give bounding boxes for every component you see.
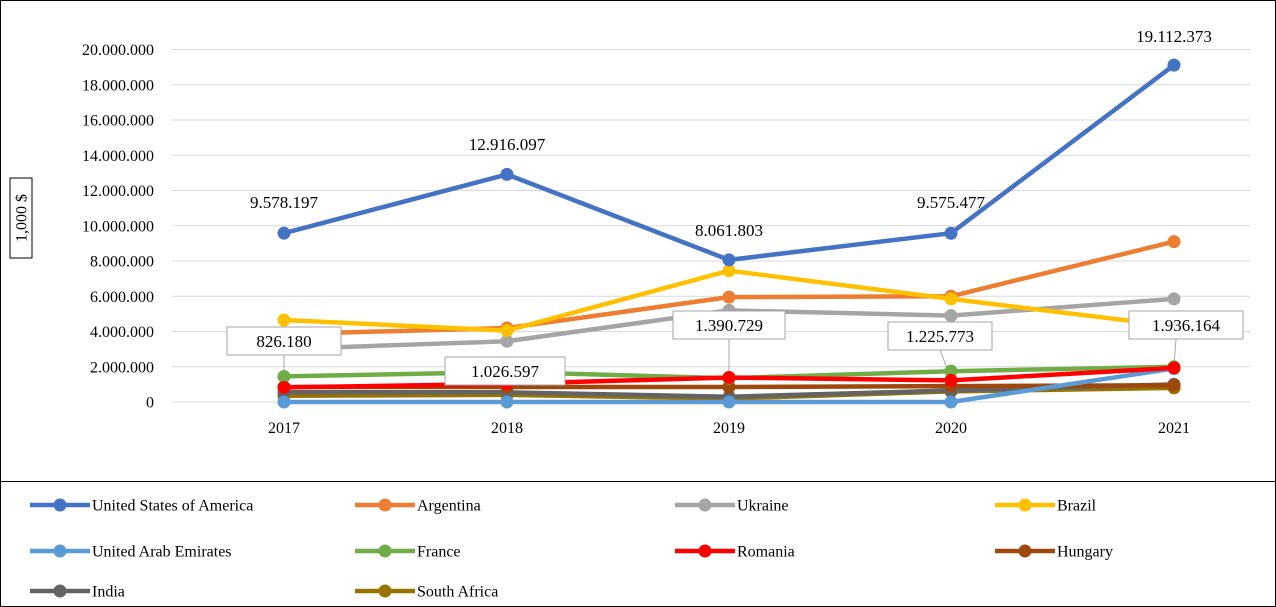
y-tick-label: 2.000.000 [90, 359, 154, 376]
y-tick-label: 6.000.000 [90, 289, 154, 306]
data-label: 1.390.729 [695, 316, 763, 335]
data-point [944, 364, 958, 378]
data-label-box [672, 310, 786, 340]
x-tick-label: 2017 [268, 420, 300, 437]
data-point [944, 309, 958, 323]
data-point [944, 226, 958, 240]
x-tick-label: 2019 [713, 420, 745, 437]
y-tick-label: 16.000.000 [82, 113, 154, 130]
data-label: 8.061.803 [695, 221, 763, 240]
legend-swatch-marker [1018, 498, 1032, 512]
y-tick-label: 14.000.000 [82, 148, 154, 165]
data-point [277, 369, 291, 383]
legend-item: Brazil [995, 498, 1097, 515]
data-point [277, 395, 291, 409]
legend-label: Romania [737, 544, 795, 561]
data-label: 9.578.197 [250, 193, 319, 212]
y-tick-label: 12.000.000 [82, 183, 154, 200]
data-point [944, 292, 958, 306]
x-tick-label: 2021 [1158, 420, 1190, 437]
y-tick-label: 4.000.000 [90, 324, 154, 341]
data-point [722, 290, 736, 304]
data-point [500, 324, 514, 338]
data-point [277, 380, 291, 394]
data-point [277, 226, 291, 240]
y-tick-label: 8.000.000 [90, 254, 154, 271]
data-point [1167, 292, 1181, 306]
y-tick-label: 18.000.000 [82, 77, 154, 94]
data-point [944, 395, 958, 409]
data-label-box [226, 326, 342, 356]
data-point [1167, 361, 1181, 375]
legend-item: South Africa [355, 584, 498, 601]
data-point [722, 253, 736, 267]
y-tick-label: 10.000.000 [82, 218, 154, 235]
y-axis-title-group: 1,000 $ [9, 177, 33, 259]
legend-label: France [417, 544, 461, 561]
x-tick-label: 2018 [491, 420, 523, 437]
y-axis-title: 1,000 $ [14, 194, 31, 242]
data-label: 9.575.477 [917, 193, 986, 212]
data-point [722, 264, 736, 278]
legend-item: France [355, 544, 461, 561]
data-label: 1.225.773 [906, 327, 974, 346]
legend-label: Argentina [417, 498, 481, 515]
legend-label: Brazil [1057, 498, 1097, 515]
y-axis-title-box [9, 177, 33, 259]
legend-label: South Africa [417, 584, 498, 601]
legend-swatch-marker [698, 544, 712, 558]
data-label-box [1128, 310, 1244, 340]
data-point [277, 313, 291, 327]
legend-item: Argentina [355, 498, 481, 515]
data-point [944, 373, 958, 387]
y-tick-label: 0 [146, 395, 154, 412]
legend-item: Romania [675, 544, 795, 561]
y-tick-label: 20.000.000 [82, 42, 154, 59]
legend-swatch-marker [1018, 544, 1032, 558]
legend-label: India [92, 584, 125, 601]
legend-item: India [30, 584, 125, 601]
data-point [1167, 378, 1181, 392]
legend-swatch-marker [53, 584, 67, 598]
data-point [500, 395, 514, 409]
data-label: 12.916.097 [469, 135, 546, 154]
legend-item: Hungary [995, 544, 1113, 561]
data-label-box [444, 356, 566, 386]
legend-swatch-marker [378, 544, 392, 558]
legend-item: United States of America [30, 498, 253, 515]
data-point [722, 395, 736, 409]
data-point [500, 167, 514, 181]
legend-swatch-marker [378, 584, 392, 598]
data-label-box [887, 321, 993, 351]
legend-swatch-marker [698, 498, 712, 512]
data-label: 1.936.164 [1152, 316, 1221, 335]
data-point [722, 370, 736, 384]
data-point [1167, 58, 1181, 72]
legend-label: United States of America [92, 498, 253, 515]
legend-item: Ukraine [675, 498, 789, 515]
data-label: 19.112.373 [1136, 27, 1212, 46]
data-label: 1.026.597 [471, 362, 540, 381]
legend-swatch-marker [53, 498, 67, 512]
legend-item: United Arab Emirates [30, 544, 232, 561]
legend-label: United Arab Emirates [92, 544, 232, 561]
legend-label: Ukraine [737, 498, 789, 515]
x-tick-label: 2020 [935, 420, 967, 437]
data-label: 826.180 [256, 332, 311, 351]
legend-swatch-marker [378, 498, 392, 512]
data-point [500, 334, 514, 348]
legend-swatch-marker [53, 544, 67, 558]
legend-label: Hungary [1057, 544, 1113, 561]
data-point [1167, 235, 1181, 249]
